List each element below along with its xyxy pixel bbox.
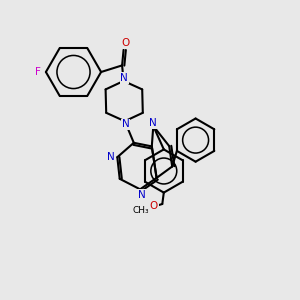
Text: N: N: [122, 119, 129, 129]
Text: O: O: [150, 200, 158, 211]
Text: N: N: [120, 73, 128, 83]
Text: N: N: [149, 118, 157, 128]
Text: N: N: [107, 152, 115, 162]
Text: O: O: [121, 38, 129, 48]
Text: F: F: [35, 67, 41, 77]
Text: N: N: [138, 190, 146, 200]
Text: CH₃: CH₃: [133, 206, 150, 215]
